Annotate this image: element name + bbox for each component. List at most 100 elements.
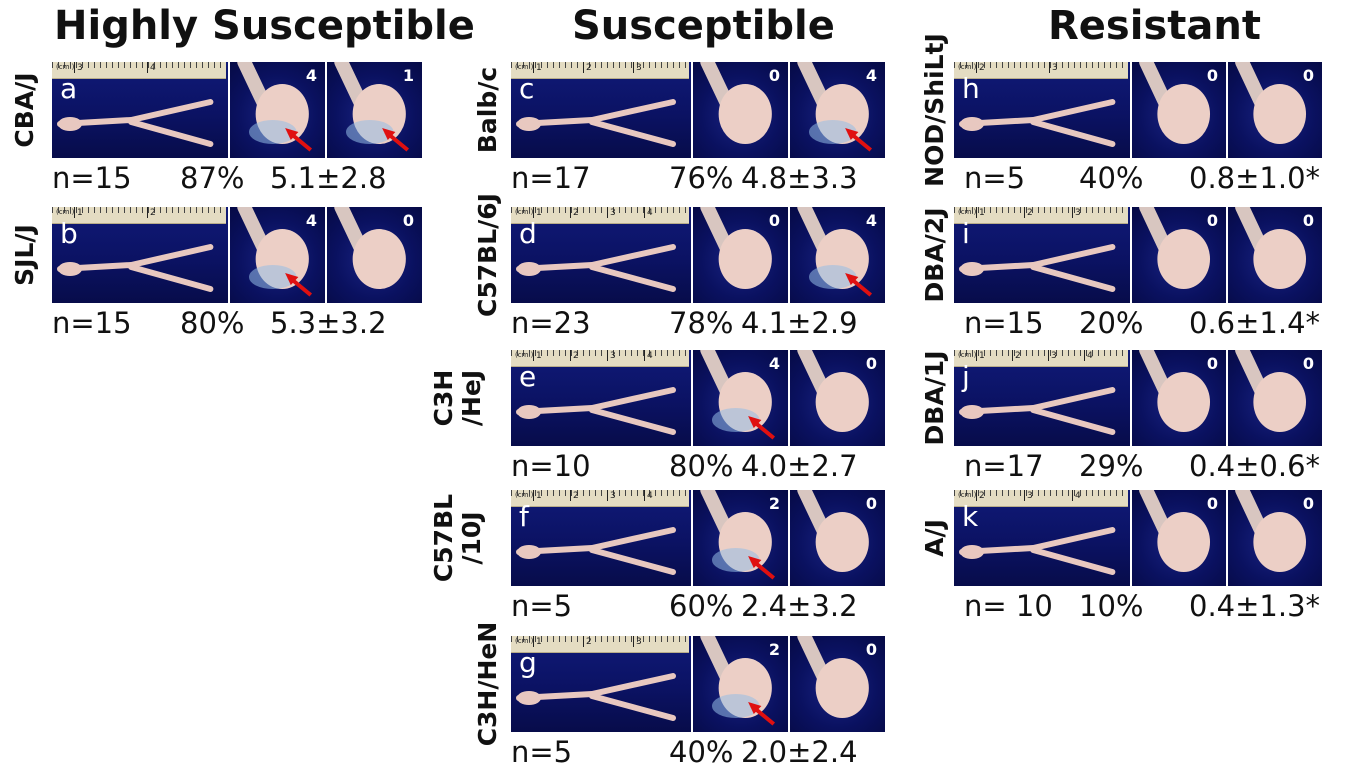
ovary-score: 0: [768, 66, 780, 85]
uterine-horn-lower: [589, 119, 676, 147]
ruler: (cm.) 1 2 3 4: [511, 490, 689, 507]
ruler-major-tick: [74, 62, 75, 73]
red-arrow-head: [845, 128, 859, 140]
mean-score: 4.8±3.3: [741, 161, 858, 195]
ruler-number: 2: [979, 63, 985, 73]
sample-size: n= 10: [964, 589, 1053, 623]
uterus-photo: (cm.) 1 2 3 4 j: [954, 350, 1130, 446]
mean-score: 2.4±3.2: [741, 589, 858, 623]
cyst: [809, 120, 857, 144]
ruler-number: 4: [1087, 351, 1093, 361]
ruler-number: 2: [586, 637, 592, 647]
incidence-percent: 10%: [1079, 589, 1144, 623]
cervix: [517, 262, 541, 276]
ovary-score: 2: [768, 640, 780, 659]
panel-letter: g: [519, 646, 537, 679]
ovary-score: 0: [1302, 66, 1314, 85]
ovary-score: 0: [402, 211, 414, 230]
ruler-number: 4: [1075, 491, 1081, 501]
uterine-horn-lower: [589, 547, 676, 575]
ovary-score: 4: [305, 66, 317, 85]
ruler: (cm.) 1 2 3 4: [511, 350, 689, 367]
ovary-closeup: 4: [230, 207, 325, 303]
sample-size: n=5: [511, 589, 573, 623]
ruler-major-tick: [583, 62, 584, 73]
ovary: [718, 229, 772, 289]
ovary-score: 0: [1206, 66, 1218, 85]
cyst: [712, 548, 760, 572]
strain-label: C3H/HeN: [473, 621, 502, 747]
panel-letter: b: [60, 217, 78, 250]
ruler-number: 3: [636, 63, 642, 73]
mean-score: 4.1±2.9: [741, 306, 858, 340]
ovary-closeup: 0: [1228, 62, 1322, 158]
uterine-horn-lower: [1030, 264, 1116, 292]
ovary-score: 4: [305, 211, 317, 230]
strain-label: DBA/1J: [920, 350, 949, 446]
ovary-score: 4: [865, 66, 877, 85]
ovary-score: 0: [865, 494, 877, 513]
ruler-major-tick: [633, 62, 634, 73]
uterine-horn-lower: [589, 264, 676, 292]
oviduct: [1235, 62, 1268, 109]
ruler-number: 3: [1075, 208, 1081, 218]
ovary-score: 0: [768, 211, 780, 230]
panel-letter: e: [519, 360, 537, 393]
specimen-panel-b: (cm.) 1 2 b 4 0 n=15 80% 5.3±3.2: [52, 207, 422, 342]
uterus-photo: (cm.) 1 2 3 4 d: [511, 207, 691, 303]
uterine-horn-lower: [589, 407, 676, 435]
ovary-closeup: 4: [790, 207, 885, 303]
ovary-closeup: 0: [693, 62, 788, 158]
ruler-number: 3: [1027, 491, 1033, 501]
ruler: (cm.) 3 4: [52, 62, 226, 79]
specimen-panel-c: (cm.) 1 2 3 c 0 4 n=17 76% 4.8±3.3: [511, 62, 885, 197]
ruler-major-tick: [1024, 490, 1025, 501]
strain-label: CBA/J: [10, 72, 39, 148]
ruler-number: 3: [610, 208, 616, 218]
oviduct: [1235, 350, 1268, 397]
ovary-closeup: 0: [327, 207, 422, 303]
ovary: [815, 512, 869, 572]
ruler-major-tick: [147, 207, 148, 218]
strain-label: C57BL/6J: [473, 193, 502, 317]
ruler-number: 2: [979, 491, 985, 501]
ovary-score: 0: [1302, 354, 1314, 373]
ruler-major-tick: [570, 350, 571, 361]
header-susceptible: Susceptible: [572, 3, 835, 49]
ruler: (cm.) 2 3 4: [954, 490, 1128, 507]
ruler-number: 3: [1051, 351, 1057, 361]
uterine-horn-lower: [1030, 547, 1116, 575]
strain-label: SJL/J: [10, 224, 39, 286]
cervix: [960, 262, 984, 276]
cervix: [517, 405, 541, 419]
ovary-closeup: 0: [1132, 62, 1226, 158]
ovary-score: 0: [1302, 494, 1314, 513]
ruler-number: 1: [536, 491, 542, 501]
strain-label: A/J: [920, 519, 949, 557]
sample-size: n=5: [964, 161, 1026, 195]
ruler-number: 4: [647, 351, 653, 361]
ruler-number: 1: [77, 208, 83, 218]
strain-label: Balb/c: [473, 66, 502, 154]
specimen-panel-g: (cm.) 1 2 3 g 2 0 n=5 40% 2.0±2.4: [511, 636, 885, 771]
uterus-photo: (cm.) 2 3 4 k: [954, 490, 1130, 586]
uterus-photo: (cm.) 1 2 3 4 e: [511, 350, 691, 446]
ruler-major-tick: [607, 207, 608, 218]
ovary: [352, 229, 406, 289]
uterus-photo: (cm.) 2 3 h: [954, 62, 1130, 158]
ruler-number: 1: [536, 637, 542, 647]
sample-size: n=10: [511, 449, 591, 483]
ruler-major-tick: [1049, 62, 1050, 73]
cervix: [517, 545, 541, 559]
oviduct: [700, 62, 734, 109]
ovary-score: 0: [1206, 494, 1218, 513]
uterine-horn-lower: [128, 264, 214, 292]
oviduct: [334, 62, 368, 109]
ovary-closeup: 0: [1228, 490, 1322, 586]
ruler-number: 2: [573, 208, 579, 218]
incidence-percent: 40%: [1079, 161, 1144, 195]
ruler-major-tick: [976, 62, 977, 73]
ovary-closeup: 4: [230, 62, 325, 158]
ruler-major-tick: [533, 207, 534, 218]
header-highly-susceptible: Highly Susceptible: [54, 3, 475, 49]
